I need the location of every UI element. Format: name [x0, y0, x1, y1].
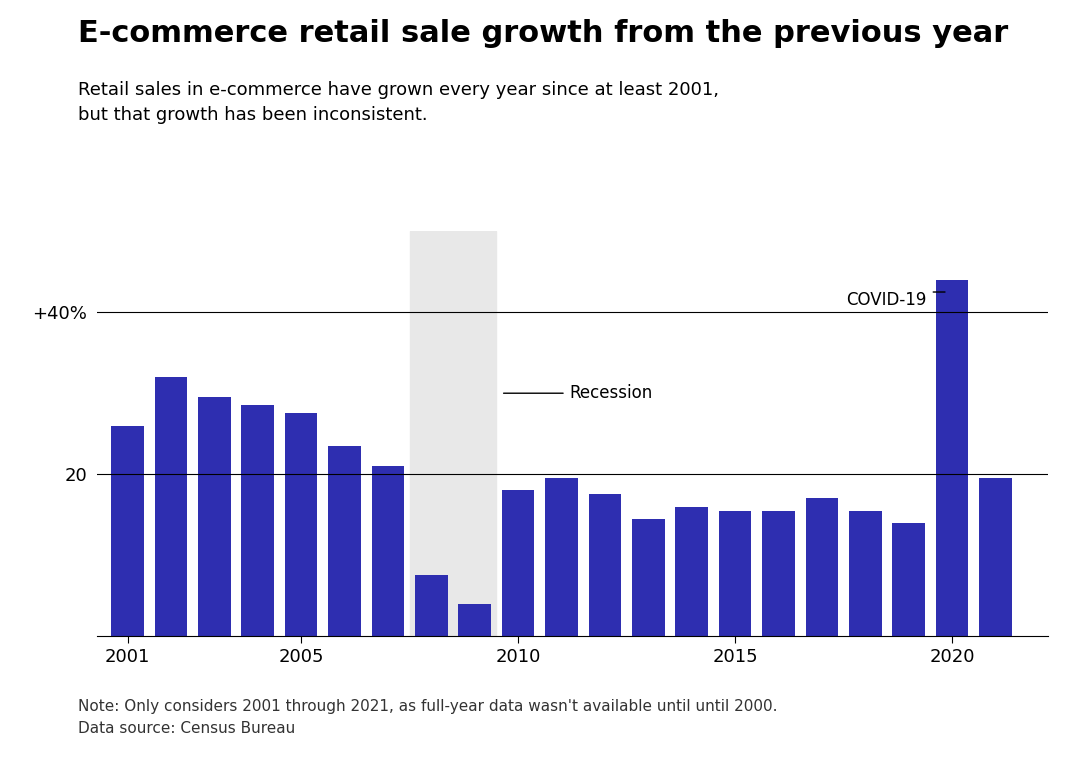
Bar [762, 510, 795, 636]
Bar [719, 510, 752, 636]
Bar [980, 478, 1012, 636]
Bar [372, 466, 404, 636]
Bar [285, 413, 318, 636]
Text: Note: Only considers 2001 through 2021, as full-year data wasn't available until: Note: Only considers 2001 through 2021, … [78, 699, 778, 736]
Bar [242, 406, 274, 636]
Bar [328, 446, 361, 636]
Bar [892, 523, 924, 636]
Bar [409, 231, 497, 636]
Bar [111, 426, 144, 636]
Text: E-commerce retail sale growth from the previous year: E-commerce retail sale growth from the p… [78, 19, 1008, 49]
Text: Retail sales in e-commerce have grown every year since at least 2001,
but that g: Retail sales in e-commerce have grown ev… [78, 81, 719, 124]
Bar [806, 499, 838, 636]
Bar [502, 490, 535, 636]
Bar [849, 510, 881, 636]
Bar [154, 377, 187, 636]
Bar [675, 507, 708, 636]
Text: Recession: Recession [569, 384, 652, 402]
Bar [545, 478, 578, 636]
Text: COVID-19: COVID-19 [846, 291, 926, 309]
Bar [632, 519, 664, 636]
Bar [198, 397, 231, 636]
Bar [459, 604, 491, 636]
Bar [936, 280, 969, 636]
Bar [589, 494, 621, 636]
Bar [415, 575, 447, 636]
